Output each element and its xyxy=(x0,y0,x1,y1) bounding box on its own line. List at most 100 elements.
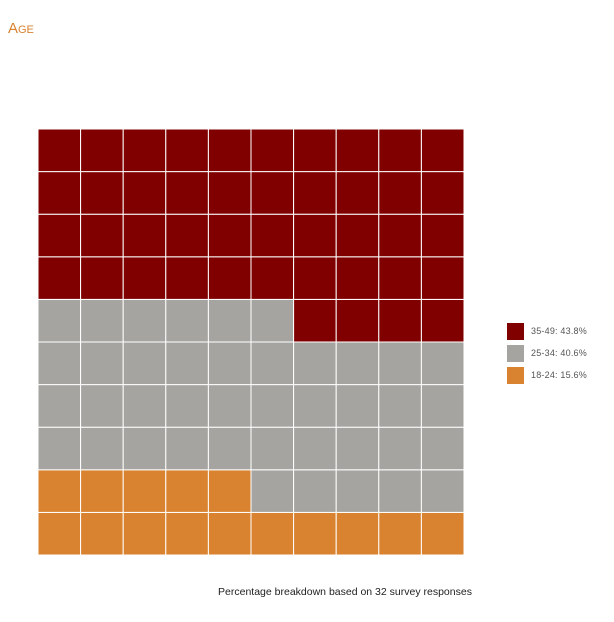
waffle-cell xyxy=(378,128,422,173)
waffle-cell xyxy=(37,171,82,215)
waffle-cell xyxy=(122,213,167,258)
waffle-cell xyxy=(378,298,422,343)
waffle-cell xyxy=(335,171,380,215)
waffle-cell xyxy=(80,128,124,173)
waffle-cell xyxy=(80,298,124,343)
waffle-cell xyxy=(122,511,167,556)
waffle-cell xyxy=(250,511,295,556)
legend-label: 18-24: 15.6% xyxy=(531,370,587,380)
waffle-cell xyxy=(250,469,295,513)
waffle-cell xyxy=(207,384,252,428)
waffle-cell xyxy=(378,384,422,428)
waffle-cell xyxy=(122,426,167,471)
waffle-cell xyxy=(207,511,252,556)
waffle-cell xyxy=(165,213,209,258)
waffle-cell xyxy=(378,171,422,215)
waffle-cell xyxy=(207,256,252,300)
waffle-cell xyxy=(122,256,167,300)
waffle-cell xyxy=(335,256,380,300)
waffle-cell xyxy=(293,128,337,173)
waffle-cell xyxy=(122,171,167,215)
waffle-cell xyxy=(37,384,82,428)
waffle-cell xyxy=(250,171,295,215)
waffle-cell xyxy=(420,469,465,513)
waffle-cell xyxy=(165,298,209,343)
waffle-cell xyxy=(207,341,252,386)
waffle-cell xyxy=(420,384,465,428)
waffle-cell xyxy=(207,128,252,173)
waffle-cell xyxy=(165,128,209,173)
waffle-cell xyxy=(37,298,82,343)
legend-item: 25-34: 40.6% xyxy=(507,344,587,362)
waffle-cell xyxy=(250,298,295,343)
chart-title: Age xyxy=(8,20,34,37)
waffle-cell xyxy=(80,384,124,428)
waffle-cell xyxy=(165,384,209,428)
waffle-cell xyxy=(37,511,82,556)
waffle-cell xyxy=(250,384,295,428)
waffle-cell xyxy=(207,426,252,471)
legend-label: 25-34: 40.6% xyxy=(531,348,587,358)
waffle-cell xyxy=(293,511,337,556)
waffle-cell xyxy=(420,256,465,300)
waffle-cell xyxy=(293,171,337,215)
waffle-cell xyxy=(250,341,295,386)
waffle-cell xyxy=(80,426,124,471)
waffle-cell xyxy=(122,128,167,173)
legend-swatch xyxy=(507,366,524,384)
waffle-cell xyxy=(165,511,209,556)
waffle-cell xyxy=(420,171,465,215)
waffle-cell xyxy=(378,341,422,386)
waffle-cell xyxy=(335,341,380,386)
waffle-cell xyxy=(335,128,380,173)
waffle-cell xyxy=(335,426,380,471)
waffle-cell xyxy=(207,171,252,215)
waffle-cell xyxy=(420,426,465,471)
waffle-cell xyxy=(420,128,465,173)
waffle-cell xyxy=(335,298,380,343)
legend-swatch xyxy=(507,322,524,340)
waffle-cell xyxy=(37,469,82,513)
waffle-cell xyxy=(250,256,295,300)
waffle-cell xyxy=(250,213,295,258)
waffle-cell xyxy=(207,469,252,513)
waffle-cell xyxy=(80,511,124,556)
waffle-cell xyxy=(165,256,209,300)
waffle-cell xyxy=(293,426,337,471)
waffle-cell xyxy=(207,298,252,343)
waffle-cell xyxy=(378,511,422,556)
waffle-cell xyxy=(37,426,82,471)
waffle-cell xyxy=(80,469,124,513)
waffle-cell xyxy=(335,469,380,513)
waffle-cell xyxy=(37,128,82,173)
waffle-cell xyxy=(378,469,422,513)
legend-item: 18-24: 15.6% xyxy=(507,366,587,384)
waffle-cell xyxy=(122,469,167,513)
waffle-cell xyxy=(165,341,209,386)
waffle-cell xyxy=(122,298,167,343)
legend: 35-49: 43.8% 25-34: 40.6% 18-24: 15.6% xyxy=(507,322,587,388)
waffle-cell xyxy=(378,426,422,471)
waffle-cell xyxy=(293,384,337,428)
waffle-cell xyxy=(165,426,209,471)
waffle-cell xyxy=(293,341,337,386)
legend-swatch xyxy=(507,344,524,362)
waffle-cells xyxy=(37,128,465,556)
waffle-cell xyxy=(250,426,295,471)
chart-caption: Percentage breakdown based on 32 survey … xyxy=(218,586,472,598)
waffle-cell xyxy=(378,256,422,300)
waffle-cell xyxy=(420,341,465,386)
waffle-cell xyxy=(420,511,465,556)
waffle-cell xyxy=(165,171,209,215)
waffle-cell xyxy=(420,213,465,258)
waffle-cell xyxy=(122,384,167,428)
waffle-cell xyxy=(335,511,380,556)
waffle-cell xyxy=(37,341,82,386)
waffle-cell xyxy=(293,298,337,343)
waffle-cell xyxy=(335,213,380,258)
waffle-cell xyxy=(80,171,124,215)
waffle-cell xyxy=(37,256,82,300)
waffle-cell xyxy=(250,128,295,173)
waffle-cell xyxy=(122,341,167,386)
